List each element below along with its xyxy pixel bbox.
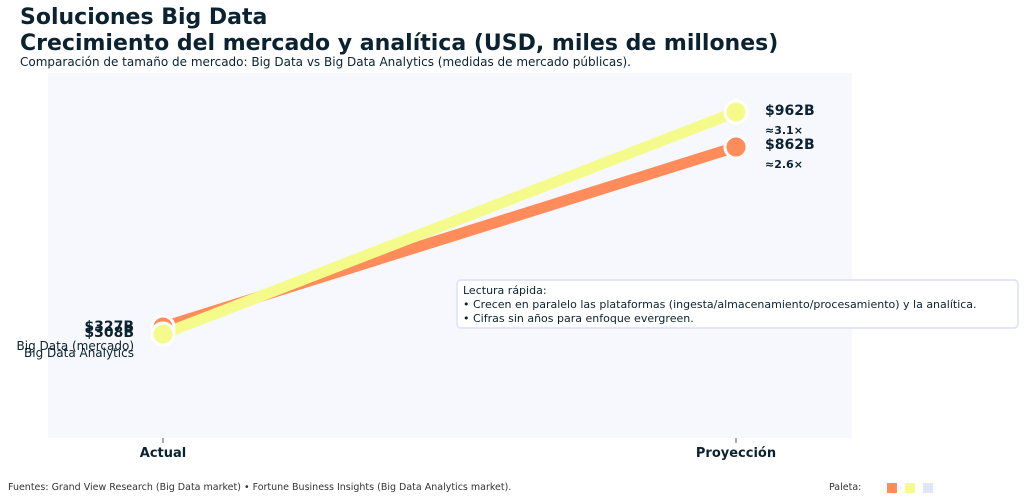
value-label-big-data-analytics-actual: $308B	[84, 325, 134, 341]
plot-area	[48, 73, 852, 438]
marker-big-data-analytics-actual	[150, 321, 176, 347]
chart-title: Soluciones Big Data Crecimiento del merc…	[20, 5, 778, 57]
x-label-actual: Actual	[139, 446, 187, 461]
title-line-1: Soluciones Big Data	[20, 5, 268, 30]
value-label-big-data-proyeccion: $862B	[765, 137, 815, 153]
marker-big-data-proyeccion	[723, 134, 749, 160]
growth-multiplier-big-data-analytics: ≈3.1×	[765, 124, 803, 137]
title-line-2: Crecimiento del mercado y analítica (USD…	[20, 31, 779, 56]
x-label-proyeccion: Proyección	[695, 446, 777, 461]
palette-swatch-orange	[887, 483, 897, 493]
marker-big-data-analytics-proyeccion	[723, 99, 749, 125]
sources-footer: Fuentes: Grand View Research (Big Data m…	[8, 482, 512, 493]
palette-label: Paleta:	[829, 482, 862, 493]
growth-multiplier-big-data: ≈2.6×	[765, 158, 803, 171]
annotation-line-1: • Crecen en paralelo las plataformas (in…	[463, 298, 977, 311]
palette-swatch-lavender	[923, 483, 933, 493]
value-label-big-data-analytics-proyeccion: $962B	[765, 103, 815, 119]
quick-read-annotation: Lectura rápida: • Crecen en paralelo las…	[456, 279, 1019, 329]
series-line-big-data-analytics	[157, 106, 742, 340]
annotation-title: Lectura rápida:	[463, 284, 547, 297]
series-name-big-data-analytics: Big Data Analytics	[24, 346, 134, 360]
annotation-line-2: • Cifras sin años para enfoque evergreen…	[463, 312, 694, 325]
chart-subtitle: Comparación de tamaño de mercado: Big Da…	[20, 55, 631, 69]
palette-swatch-yellow	[905, 483, 915, 493]
value-label-big-data-actual: $327B	[84, 319, 134, 335]
series-name-big-data: Big Data (mercado)	[16, 339, 134, 353]
